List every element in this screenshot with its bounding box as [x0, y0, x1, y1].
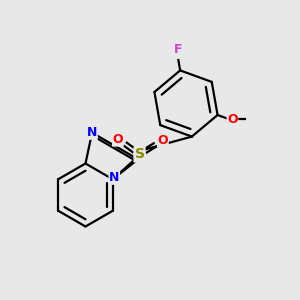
Text: O: O [227, 112, 238, 126]
Text: N: N [87, 126, 97, 139]
Text: N: N [109, 171, 119, 184]
Text: F: F [174, 44, 183, 56]
Text: O: O [158, 134, 168, 147]
Text: O: O [112, 133, 123, 146]
Text: S: S [134, 148, 145, 161]
